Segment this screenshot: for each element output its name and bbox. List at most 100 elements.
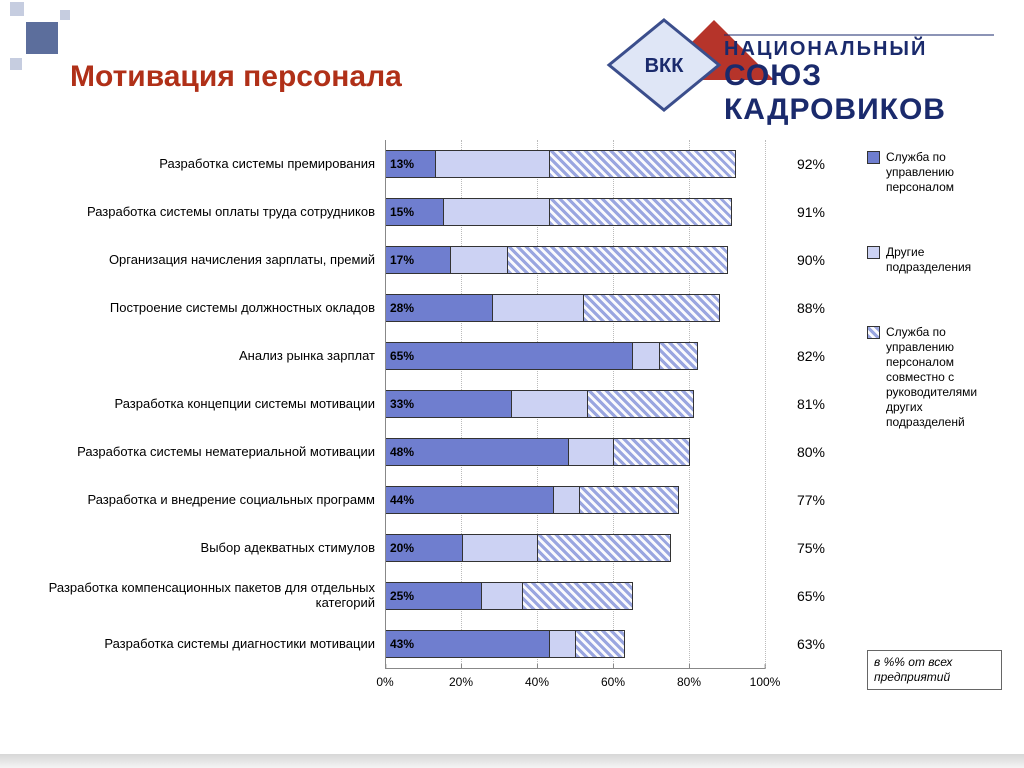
deco-square — [26, 22, 58, 54]
chart-row: Разработка и внедрение социальных програ… — [45, 476, 845, 524]
bar-segment-hr: 20% — [386, 535, 462, 561]
legend-label: Другие подразделения — [886, 245, 1002, 275]
bar-stack: 44% — [386, 486, 679, 514]
bar-stack: 33% — [386, 390, 694, 418]
row-plot: 43% — [385, 620, 765, 668]
segment-value-label: 44% — [390, 493, 414, 507]
chart-footnote: в %% от всех предприятий — [867, 650, 1002, 690]
row-label: Разработка системы оплаты труда сотрудни… — [45, 205, 385, 220]
chart-row: Разработка системы премирования13%92% — [45, 140, 845, 188]
deco-square — [10, 58, 22, 70]
bar-segment-other — [481, 583, 523, 609]
bar-segment-joint — [587, 391, 693, 417]
row-plot: 44% — [385, 476, 765, 524]
row-plot: 17% — [385, 236, 765, 284]
bar-stack: 20% — [386, 534, 671, 562]
bar-stack: 15% — [386, 198, 732, 226]
row-total: 91% — [765, 204, 825, 220]
row-total: 92% — [765, 156, 825, 172]
legend-swatch — [867, 246, 880, 259]
chart-row: Разработка концепции системы мотивации33… — [45, 380, 845, 428]
bar-segment-joint — [537, 535, 670, 561]
row-label: Разработка системы нематериальной мотива… — [45, 445, 385, 460]
row-plot: 33% — [385, 380, 765, 428]
row-total: 63% — [765, 636, 825, 652]
row-plot: 48% — [385, 428, 765, 476]
x-axis: 0%20%40%60%80%100% — [385, 668, 765, 698]
bar-segment-other — [553, 487, 580, 513]
chart-legend: Служба по управлению персоналом Другие по… — [867, 150, 1002, 480]
bar-segment-hr: 17% — [386, 247, 450, 273]
segment-value-label: 43% — [390, 637, 414, 651]
footer-shadow — [0, 754, 1024, 768]
bar-stack: 13% — [386, 150, 736, 178]
bar-segment-hr: 43% — [386, 631, 549, 657]
motivation-chart: Разработка системы премирования13%92%Раз… — [45, 140, 845, 698]
bar-segment-other — [632, 343, 659, 369]
deco-square — [60, 10, 70, 20]
row-total: 75% — [765, 540, 825, 556]
bar-stack: 65% — [386, 342, 698, 370]
segment-value-label: 13% — [390, 157, 414, 171]
row-plot: 28% — [385, 284, 765, 332]
row-label: Организация начисления зарплаты, премий — [45, 253, 385, 268]
row-label: Выбор адекватных стимулов — [45, 541, 385, 556]
row-total: 82% — [765, 348, 825, 364]
bar-segment-hr: 48% — [386, 439, 568, 465]
bar-stack: 28% — [386, 294, 720, 322]
chart-row: Выбор адекватных стимулов 20% 75% — [45, 524, 845, 572]
bar-segment-joint — [579, 487, 677, 513]
bar-segment-hr: 25% — [386, 583, 481, 609]
bar-segment-other — [450, 247, 507, 273]
segment-value-label: 28% — [390, 301, 414, 315]
bar-segment-hr: 15% — [386, 199, 443, 225]
logo-line2: СОЮЗ КАДРОВИКОВ — [724, 59, 994, 127]
row-plot: 15% — [385, 188, 765, 236]
bar-segment-joint — [583, 295, 719, 321]
bar-segment-joint — [659, 343, 697, 369]
row-label: Разработка компенсационных пакетов для о… — [45, 581, 385, 611]
row-plot: 65% — [385, 332, 765, 380]
bar-segment-joint — [522, 583, 632, 609]
row-plot: 25% — [385, 572, 765, 620]
bar-segment-joint — [613, 439, 689, 465]
bar-segment-joint — [549, 151, 735, 177]
segment-value-label: 65% — [390, 349, 414, 363]
bar-segment-joint — [575, 631, 624, 657]
legend-label: Служба по управлению персоналом совместн… — [886, 325, 1002, 430]
row-label: Анализ рынка зарплат — [45, 349, 385, 364]
x-tick: 20% — [449, 669, 473, 689]
segment-value-label: 48% — [390, 445, 414, 459]
segment-value-label: 33% — [390, 397, 414, 411]
bar-segment-hr: 65% — [386, 343, 632, 369]
bar-segment-joint — [507, 247, 727, 273]
row-label: Разработка и внедрение социальных програ… — [45, 493, 385, 508]
bar-segment-other — [549, 631, 575, 657]
legend-swatch — [867, 151, 880, 164]
chart-row: Анализ рынка зарплат 65% 82% — [45, 332, 845, 380]
bar-segment-other — [568, 439, 613, 465]
page-title: Мотивация персонала — [70, 60, 402, 94]
row-plot: 13% — [385, 140, 765, 188]
segment-value-label: 15% — [390, 205, 414, 219]
chart-row: Разработка системы оплаты труда сотрудни… — [45, 188, 845, 236]
legend-item: Служба по управлению персоналом совместн… — [867, 325, 1002, 430]
bar-segment-hr: 44% — [386, 487, 553, 513]
segment-value-label: 17% — [390, 253, 414, 267]
bar-stack: 43% — [386, 630, 625, 658]
chart-row: Разработка системы нематериальной мотива… — [45, 428, 845, 476]
row-total: 77% — [765, 492, 825, 508]
x-tick: 40% — [525, 669, 549, 689]
x-tick: 60% — [601, 669, 625, 689]
row-plot: 20% — [385, 524, 765, 572]
bar-segment-other — [462, 535, 538, 561]
segment-value-label: 20% — [390, 541, 414, 555]
row-total: 88% — [765, 300, 825, 316]
x-tick: 0% — [376, 669, 393, 689]
legend-swatch — [867, 326, 880, 339]
row-total: 81% — [765, 396, 825, 412]
bar-segment-other — [511, 391, 587, 417]
bar-stack: 17% — [386, 246, 728, 274]
bar-segment-other — [443, 199, 549, 225]
legend-label: Служба по управлению персоналом — [886, 150, 1002, 195]
